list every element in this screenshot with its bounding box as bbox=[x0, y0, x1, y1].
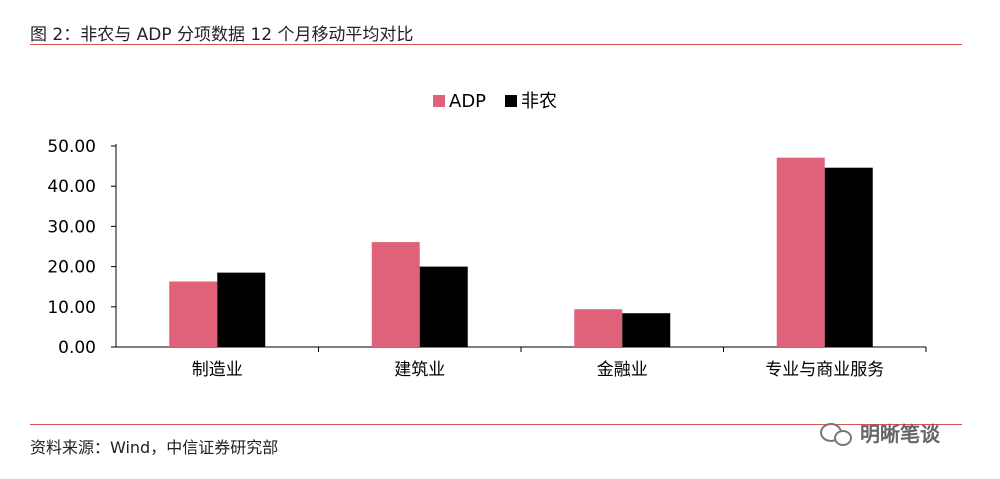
legend-label: 非农 bbox=[521, 91, 557, 112]
bar-adp bbox=[776, 157, 825, 347]
legend-swatch-adp bbox=[433, 95, 445, 107]
bar-nonfarm bbox=[419, 266, 468, 347]
watermark: 明晰笔谈 bbox=[820, 418, 940, 447]
y-tick-label: 20.00 bbox=[47, 258, 96, 278]
bottom-rule bbox=[30, 424, 962, 425]
y-tick-label: 40.00 bbox=[47, 177, 96, 197]
bar-nonfarm bbox=[824, 167, 873, 347]
y-tick-label: 0.00 bbox=[58, 338, 96, 358]
wechat-icon bbox=[820, 421, 854, 446]
watermark-text: 明晰笔谈 bbox=[860, 422, 940, 446]
legend-label: ADP bbox=[449, 91, 486, 112]
x-category-label: 金融业 bbox=[597, 360, 648, 380]
top-rule bbox=[30, 44, 962, 45]
y-tick-label: 30.00 bbox=[47, 217, 96, 237]
bar-nonfarm bbox=[217, 272, 266, 347]
y-tick-label: 10.00 bbox=[47, 298, 96, 318]
x-category-label: 制造业 bbox=[192, 360, 243, 380]
bar-adp bbox=[371, 242, 420, 347]
x-category-label: 建筑业 bbox=[394, 360, 445, 380]
figure-source: 资料来源：Wind，中信证券研究部 bbox=[30, 438, 279, 457]
y-tick-label: 50.00 bbox=[47, 137, 96, 157]
figure-title: 图 2：非农与 ADP 分项数据 12 个月移动平均对比 bbox=[30, 25, 414, 45]
bar-chart: 0.00 10.00 20.00 30.00 40.00 50.00 制造业 建筑业 金融业 专业… bbox=[47, 91, 927, 380]
bar-adp bbox=[169, 281, 218, 347]
legend-swatch-nonfarm bbox=[505, 95, 517, 107]
bar-nonfarm bbox=[622, 313, 671, 347]
bar-adp bbox=[574, 309, 623, 347]
x-category-label: 专业与商业服务 bbox=[765, 360, 884, 380]
